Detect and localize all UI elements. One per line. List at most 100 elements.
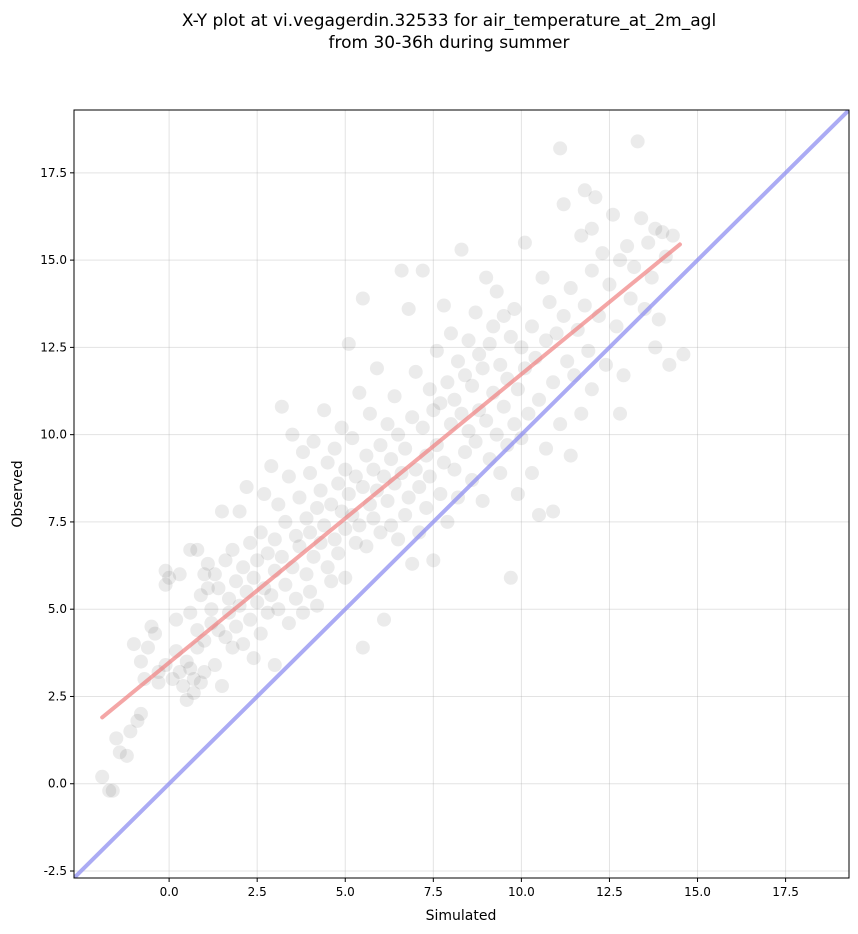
scatter-point bbox=[553, 417, 568, 432]
scatter-point bbox=[394, 263, 409, 278]
scatter-point bbox=[447, 392, 462, 407]
scatter-point bbox=[236, 560, 251, 575]
scatter-point bbox=[288, 591, 303, 606]
scatter-point bbox=[232, 504, 247, 519]
y-tick-label: 2.5 bbox=[48, 689, 67, 703]
x-tick-label: 7.5 bbox=[424, 885, 443, 899]
scatter-point bbox=[165, 672, 180, 687]
scatter-point bbox=[214, 679, 229, 693]
y-tick-label: 10.0 bbox=[40, 428, 67, 442]
scatter-point bbox=[429, 343, 444, 358]
scatter-point bbox=[352, 518, 367, 533]
scatter-point bbox=[419, 448, 434, 463]
scatter-point bbox=[183, 661, 198, 676]
scatter-point bbox=[186, 672, 201, 687]
scatter-point bbox=[514, 340, 529, 355]
scatter-point bbox=[443, 326, 458, 341]
scatter-point bbox=[454, 406, 469, 421]
scatter-point bbox=[391, 427, 406, 442]
scatter-point bbox=[595, 246, 610, 261]
scatter-point bbox=[655, 225, 670, 240]
scatter-point bbox=[563, 281, 578, 296]
scatter-point bbox=[489, 284, 504, 299]
scatter-point bbox=[500, 438, 515, 453]
scatter-point bbox=[162, 570, 177, 585]
scatter-point bbox=[458, 445, 473, 460]
scatter-point bbox=[303, 466, 318, 481]
scatter-point bbox=[377, 469, 391, 484]
scatter-point bbox=[183, 542, 198, 557]
scatter-point bbox=[532, 507, 546, 522]
axis-ticks: 0.0 2.5 5.0 7.5 10.0 12.5 15.0 17.5 -2.5 0.0 2.5 5.… bbox=[40, 166, 799, 899]
scatter-point bbox=[373, 525, 388, 540]
scatter-point bbox=[584, 221, 599, 236]
scatter-point bbox=[359, 539, 374, 554]
scatter-point bbox=[338, 521, 353, 536]
scatter-point bbox=[613, 253, 628, 268]
scatter-point bbox=[267, 658, 282, 673]
scatter-point bbox=[207, 658, 222, 673]
scatter-point bbox=[112, 745, 127, 760]
scatter-point bbox=[507, 301, 522, 316]
scatter-point bbox=[246, 651, 261, 666]
scatter-point bbox=[200, 581, 215, 596]
scatter-point bbox=[109, 731, 124, 746]
x-tick-label: 0.0 bbox=[160, 885, 179, 899]
scatter-point bbox=[503, 329, 518, 344]
scatter-point bbox=[193, 675, 208, 690]
scatter-point bbox=[148, 626, 163, 641]
scatter-point bbox=[479, 413, 494, 428]
scatter-point bbox=[648, 221, 663, 236]
plot-area-frame bbox=[73, 109, 850, 879]
scatter-point bbox=[581, 343, 596, 358]
scatter-point bbox=[225, 542, 240, 557]
scatter-point bbox=[676, 347, 691, 362]
scatter-point bbox=[433, 487, 448, 501]
scatter-point bbox=[662, 357, 677, 372]
scatter-point bbox=[123, 724, 138, 739]
x-tick-label: 15.0 bbox=[684, 885, 711, 899]
chart-title-line-2: from 30-36h during summer bbox=[329, 33, 570, 53]
regression-line bbox=[100, 242, 682, 720]
scatter-point bbox=[176, 679, 191, 693]
scatter-point bbox=[634, 211, 649, 226]
scatter-points bbox=[95, 134, 691, 798]
scatter-point bbox=[355, 640, 370, 655]
scatter-point bbox=[95, 769, 110, 784]
scatter-point bbox=[574, 406, 589, 421]
scatter-point bbox=[391, 532, 406, 547]
scatter-point bbox=[306, 434, 321, 449]
scatter-point bbox=[598, 357, 613, 372]
scatter-point bbox=[524, 319, 539, 334]
scatter-point bbox=[503, 570, 518, 585]
scatter-point bbox=[158, 577, 173, 592]
scatter-point bbox=[461, 333, 476, 348]
scatter-point bbox=[239, 480, 254, 495]
scatter-point bbox=[341, 487, 356, 501]
scatter-point bbox=[436, 298, 451, 313]
scatter-point bbox=[398, 441, 413, 456]
scatter-point bbox=[359, 448, 374, 463]
scatter-point bbox=[369, 361, 384, 376]
scatter-point bbox=[556, 308, 571, 323]
scatter-point bbox=[295, 445, 310, 460]
scatter-point bbox=[222, 591, 236, 606]
scatter-point bbox=[271, 602, 286, 617]
scatter-point bbox=[253, 525, 268, 540]
scatter-point bbox=[348, 535, 363, 550]
scatter-point bbox=[362, 406, 377, 421]
scatter-point bbox=[133, 706, 148, 721]
scatter-point bbox=[584, 263, 599, 278]
x-tick-label: 5.0 bbox=[336, 885, 355, 899]
scatter-point bbox=[433, 396, 448, 411]
scatter-point bbox=[609, 319, 624, 334]
identity-line bbox=[74, 110, 849, 878]
scatter-point bbox=[243, 535, 258, 550]
scatter-point bbox=[651, 312, 666, 327]
scatter-point bbox=[334, 504, 349, 519]
scatter-point bbox=[493, 357, 508, 372]
scatter-point bbox=[535, 270, 550, 285]
scatter-point bbox=[324, 574, 339, 589]
scatter-point bbox=[158, 563, 173, 578]
scatter-point bbox=[348, 469, 363, 484]
